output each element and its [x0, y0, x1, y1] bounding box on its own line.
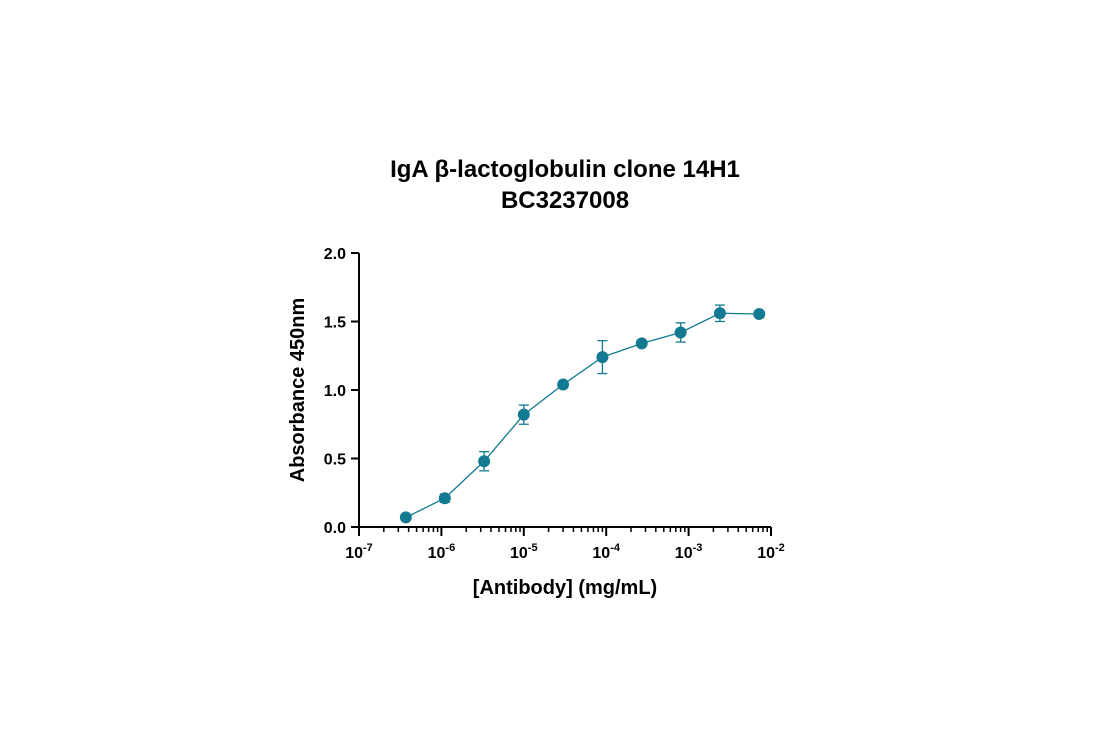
series-layer	[399, 304, 766, 524]
data-point	[635, 337, 648, 350]
data-point	[399, 511, 412, 524]
x-tick-base: 10	[345, 545, 363, 562]
y-tick-label: 1.5	[324, 315, 346, 332]
x-tick-label: 10-3	[675, 542, 703, 562]
chart-subtitle: BC3237008	[501, 187, 629, 214]
data-point	[517, 408, 530, 421]
y-tick-label: 0.5	[324, 452, 346, 469]
x-tick-label: 10-4	[592, 542, 620, 562]
x-tick-exponent: -5	[528, 542, 538, 554]
x-tick-base: 10	[675, 545, 693, 562]
y-ticks: 0.0 0.5 1.0 1.5 2.0	[324, 246, 359, 537]
x-axis-label: [Antibody] (mg/mL)	[473, 577, 657, 599]
y-tick-label: 2.0	[324, 246, 346, 263]
chart-title: IgA β-lactoglobulin clone 14H1	[390, 156, 740, 183]
series-line	[405, 312, 760, 518]
x-tick-exponent: -6	[445, 542, 455, 554]
data-point	[753, 307, 766, 320]
x-tick-label: 10-5	[510, 542, 538, 562]
y-tick-label: 1.0	[324, 383, 346, 400]
x-ticks: 10-7 10-6 10-5 10-4 10-3 10-2	[345, 527, 785, 562]
data-point	[557, 378, 570, 391]
x-tick-base: 10	[428, 545, 446, 562]
data-point	[713, 307, 726, 320]
x-tick-exponent: -3	[693, 542, 703, 554]
data-point	[674, 326, 687, 339]
data-point	[596, 351, 609, 364]
data-point	[478, 455, 491, 468]
x-tick-label: 10-7	[345, 542, 373, 562]
x-tick-exponent: -2	[775, 542, 785, 554]
y-axis-label: Absorbance 450nm	[287, 298, 309, 483]
data-point	[438, 492, 451, 505]
x-tick-base: 10	[592, 545, 610, 562]
x-tick-base: 10	[510, 545, 528, 562]
y-tick-label: 0.0	[324, 520, 346, 537]
x-tick-label: 10-6	[428, 542, 456, 562]
x-tick-exponent: -7	[363, 542, 373, 554]
x-tick-exponent: -4	[610, 542, 621, 554]
x-tick-label: 10-2	[757, 542, 785, 562]
x-tick-base: 10	[757, 545, 775, 562]
